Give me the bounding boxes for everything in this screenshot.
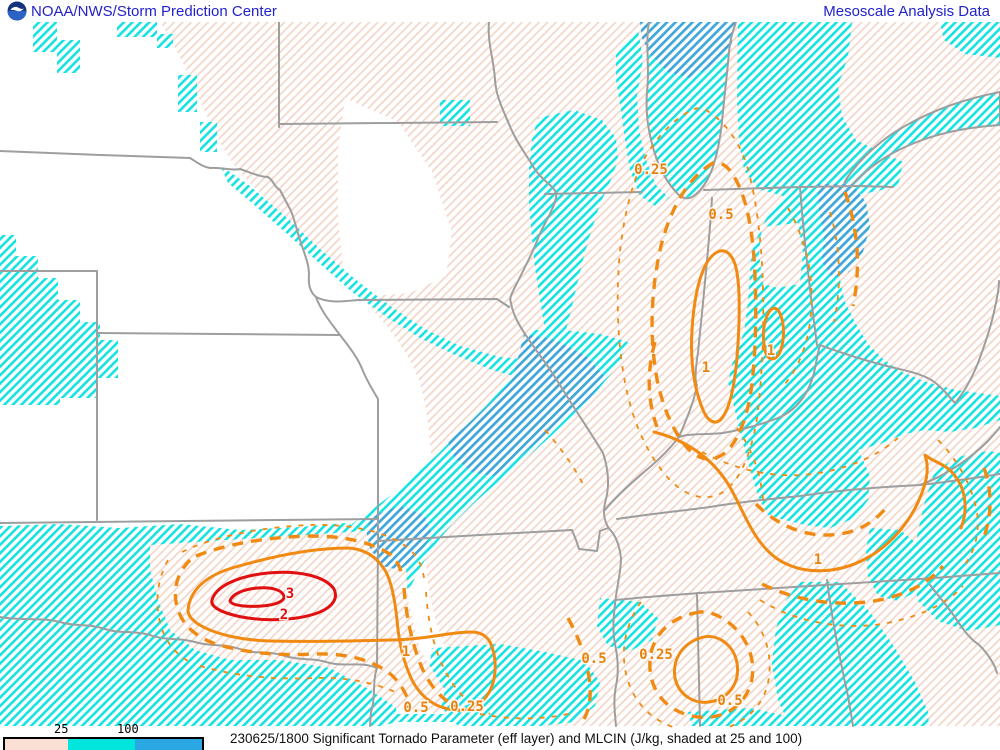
contour-value-labels: 0.25 0.5 1 1 1 1 3 2 0.5 0.25 0.5 0.5 0.25 (278, 161, 823, 718)
svg-text:0.5: 0.5 (717, 693, 742, 709)
svg-text:0.5: 0.5 (581, 651, 606, 667)
colorbar-tick-100: 100 (117, 722, 139, 736)
svg-text:1: 1 (767, 343, 775, 359)
stp-contours-1 (186, 249, 967, 712)
svg-text:3: 3 (286, 586, 294, 602)
stp-contours-025 (156, 107, 979, 731)
state-borders (0, 21, 1000, 727)
stp-contours-05 (173, 160, 992, 725)
svg-text:1: 1 (702, 360, 710, 376)
svg-text:0.5: 0.5 (403, 700, 428, 716)
svg-text:1: 1 (402, 644, 410, 660)
svg-text:0.5: 0.5 (708, 207, 733, 223)
noaa-logo-icon (7, 1, 27, 21)
svg-text:0.25: 0.25 (639, 647, 673, 663)
svg-text:0.25: 0.25 (634, 162, 668, 178)
colorbar-segment-25-100 (68, 739, 135, 750)
svg-text:2: 2 (280, 607, 288, 623)
colorbar-tick-25: 25 (54, 722, 69, 736)
mlcin-colorbar (3, 737, 204, 750)
product-title: 230625/1800 Significant Tornado Paramete… (230, 731, 803, 746)
mesoscale-analysis-map[interactable]: 0.25 0.5 1 1 1 1 3 2 0.5 0.25 0.5 0.5 0.25 (0, 21, 1000, 731)
stp-contours-2-3 (210, 570, 337, 622)
mlcin-shading-holes (150, 223, 911, 714)
svg-text:1: 1 (814, 552, 822, 568)
header-bar: NOAA/NWS/Storm Prediction Center Mesosca… (0, 0, 1000, 22)
colorbar-segment-gt100 (135, 739, 202, 750)
svg-text:0.25: 0.25 (450, 699, 484, 715)
spc-header-link[interactable]: NOAA/NWS/Storm Prediction Center (31, 3, 277, 20)
colorbar-segment-lt25 (5, 739, 68, 750)
mesoscale-analysis-data-link[interactable]: Mesoscale Analysis Data (823, 3, 990, 20)
